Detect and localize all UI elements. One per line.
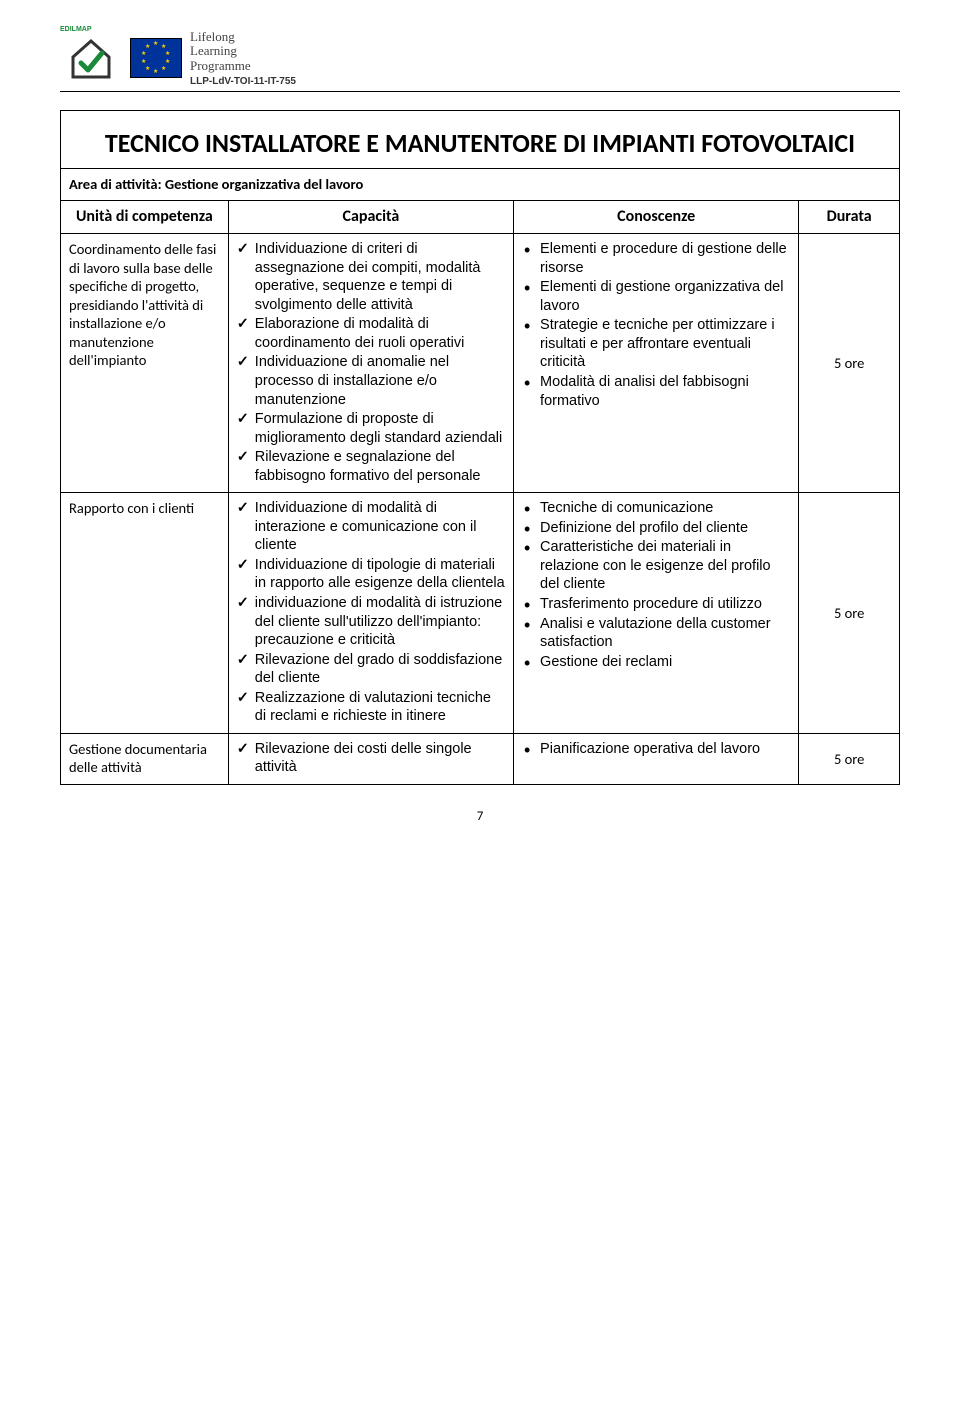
eu-stars-icon: ★ ★ ★ ★ ★ ★ ★ ★ ★ ★ — [140, 42, 172, 74]
table-row: Coordinamento delle fasi di lavoro sulla… — [61, 234, 900, 493]
list-item: Strategie e tecniche per ottimizzare i r… — [540, 316, 790, 372]
competency-table: TECNICO INSTALLATORE E MANUTENTORE DI IM… — [60, 110, 900, 785]
unit-cell: Rapporto con i clienti — [61, 493, 229, 734]
document-header: EDILMAP ★ ★ ★ ★ ★ ★ ★ ★ ★ ★ Lifelong Lea… — [60, 30, 900, 92]
list-item: Tecniche di comunicazione — [540, 499, 790, 518]
page-title: TECNICO INSTALLATORE E MANUTENTORE DI IM… — [69, 127, 891, 160]
list-item: Rilevazione e segnalazione del fabbisogn… — [255, 448, 505, 485]
list-item: Elaborazione di modalità di coordinament… — [255, 315, 505, 352]
list-item: Pianificazione operativa del lavoro — [540, 740, 790, 759]
house-check-icon — [67, 35, 115, 81]
llp-code: LLP-LdV-TOI-11-IT-755 — [190, 76, 296, 87]
llp-line1: Lifelong — [190, 30, 296, 44]
list-item: Trasferimento procedure di utilizzo — [540, 595, 790, 614]
unit-cell: Gestione documentaria delle attività — [61, 733, 229, 784]
list-item: Gestione dei reclami — [540, 653, 790, 672]
edilmap-logo: EDILMAP — [60, 32, 122, 84]
list-item: Elementi di gestione organizzativa del l… — [540, 278, 790, 315]
llp-text-block: Lifelong Learning Programme LLP-LdV-TOI-… — [190, 30, 296, 87]
durata-cell: 5 ore — [799, 493, 900, 734]
durata-cell: 5 ore — [799, 733, 900, 784]
list-item: Individuazione di modalità di interazion… — [255, 499, 505, 555]
page-number: 7 — [60, 809, 900, 824]
col-header-cap: Capacità — [228, 200, 513, 233]
edilmap-label: EDILMAP — [60, 26, 92, 33]
conoscenze-cell: Elementi e procedure di gestione delle r… — [514, 234, 799, 493]
table-row: Rapporto con i clienti Individuazione di… — [61, 493, 900, 734]
conoscenze-cell: Tecniche di comunicazione Definizione de… — [514, 493, 799, 734]
table-row: Gestione documentaria delle attività Ril… — [61, 733, 900, 784]
list-item: Individuazione di criteri di assegnazion… — [255, 240, 505, 314]
unit-cell: Coordinamento delle fasi di lavoro sulla… — [61, 234, 229, 493]
list-item: Realizzazione di valutazioni tecniche di… — [255, 689, 505, 726]
conoscenze-cell: Pianificazione operativa del lavoro — [514, 733, 799, 784]
list-item: Rilevazione dei costi delle singole atti… — [255, 740, 505, 777]
list-item: Modalità di analisi del fabbisogni forma… — [540, 373, 790, 410]
list-item: individuazione di modalità di istruzione… — [255, 594, 505, 650]
col-header-unit: Unità di competenza — [61, 200, 229, 233]
list-item: Analisi e valutazione della customer sat… — [540, 615, 790, 652]
capacita-cell: Individuazione di modalità di interazion… — [228, 493, 513, 734]
capacita-cell: Rilevazione dei costi delle singole atti… — [228, 733, 513, 784]
list-item: Formulazione di proposte di migliorament… — [255, 410, 505, 447]
llp-line3: Programme — [190, 59, 296, 73]
eu-flag-logo: ★ ★ ★ ★ ★ ★ ★ ★ ★ ★ — [130, 38, 182, 78]
llp-line2: Learning — [190, 44, 296, 58]
list-item: Individuazione di anomalie nel processo … — [255, 353, 505, 409]
col-header-con: Conoscenze — [514, 200, 799, 233]
area-label: Area di attività: Gestione organizzativa… — [61, 169, 900, 201]
col-header-dur: Durata — [799, 200, 900, 233]
list-item: Caratteristiche dei materiali in relazio… — [540, 538, 790, 594]
list-item: Elementi e procedure di gestione delle r… — [540, 240, 790, 277]
list-item: Individuazione di tipologie di materiali… — [255, 556, 505, 593]
list-item: Rilevazione del grado di soddisfazione d… — [255, 651, 505, 688]
list-item: Definizione del profilo del cliente — [540, 519, 790, 538]
capacita-cell: Individuazione di criteri di assegnazion… — [228, 234, 513, 493]
durata-cell: 5 ore — [799, 234, 900, 493]
